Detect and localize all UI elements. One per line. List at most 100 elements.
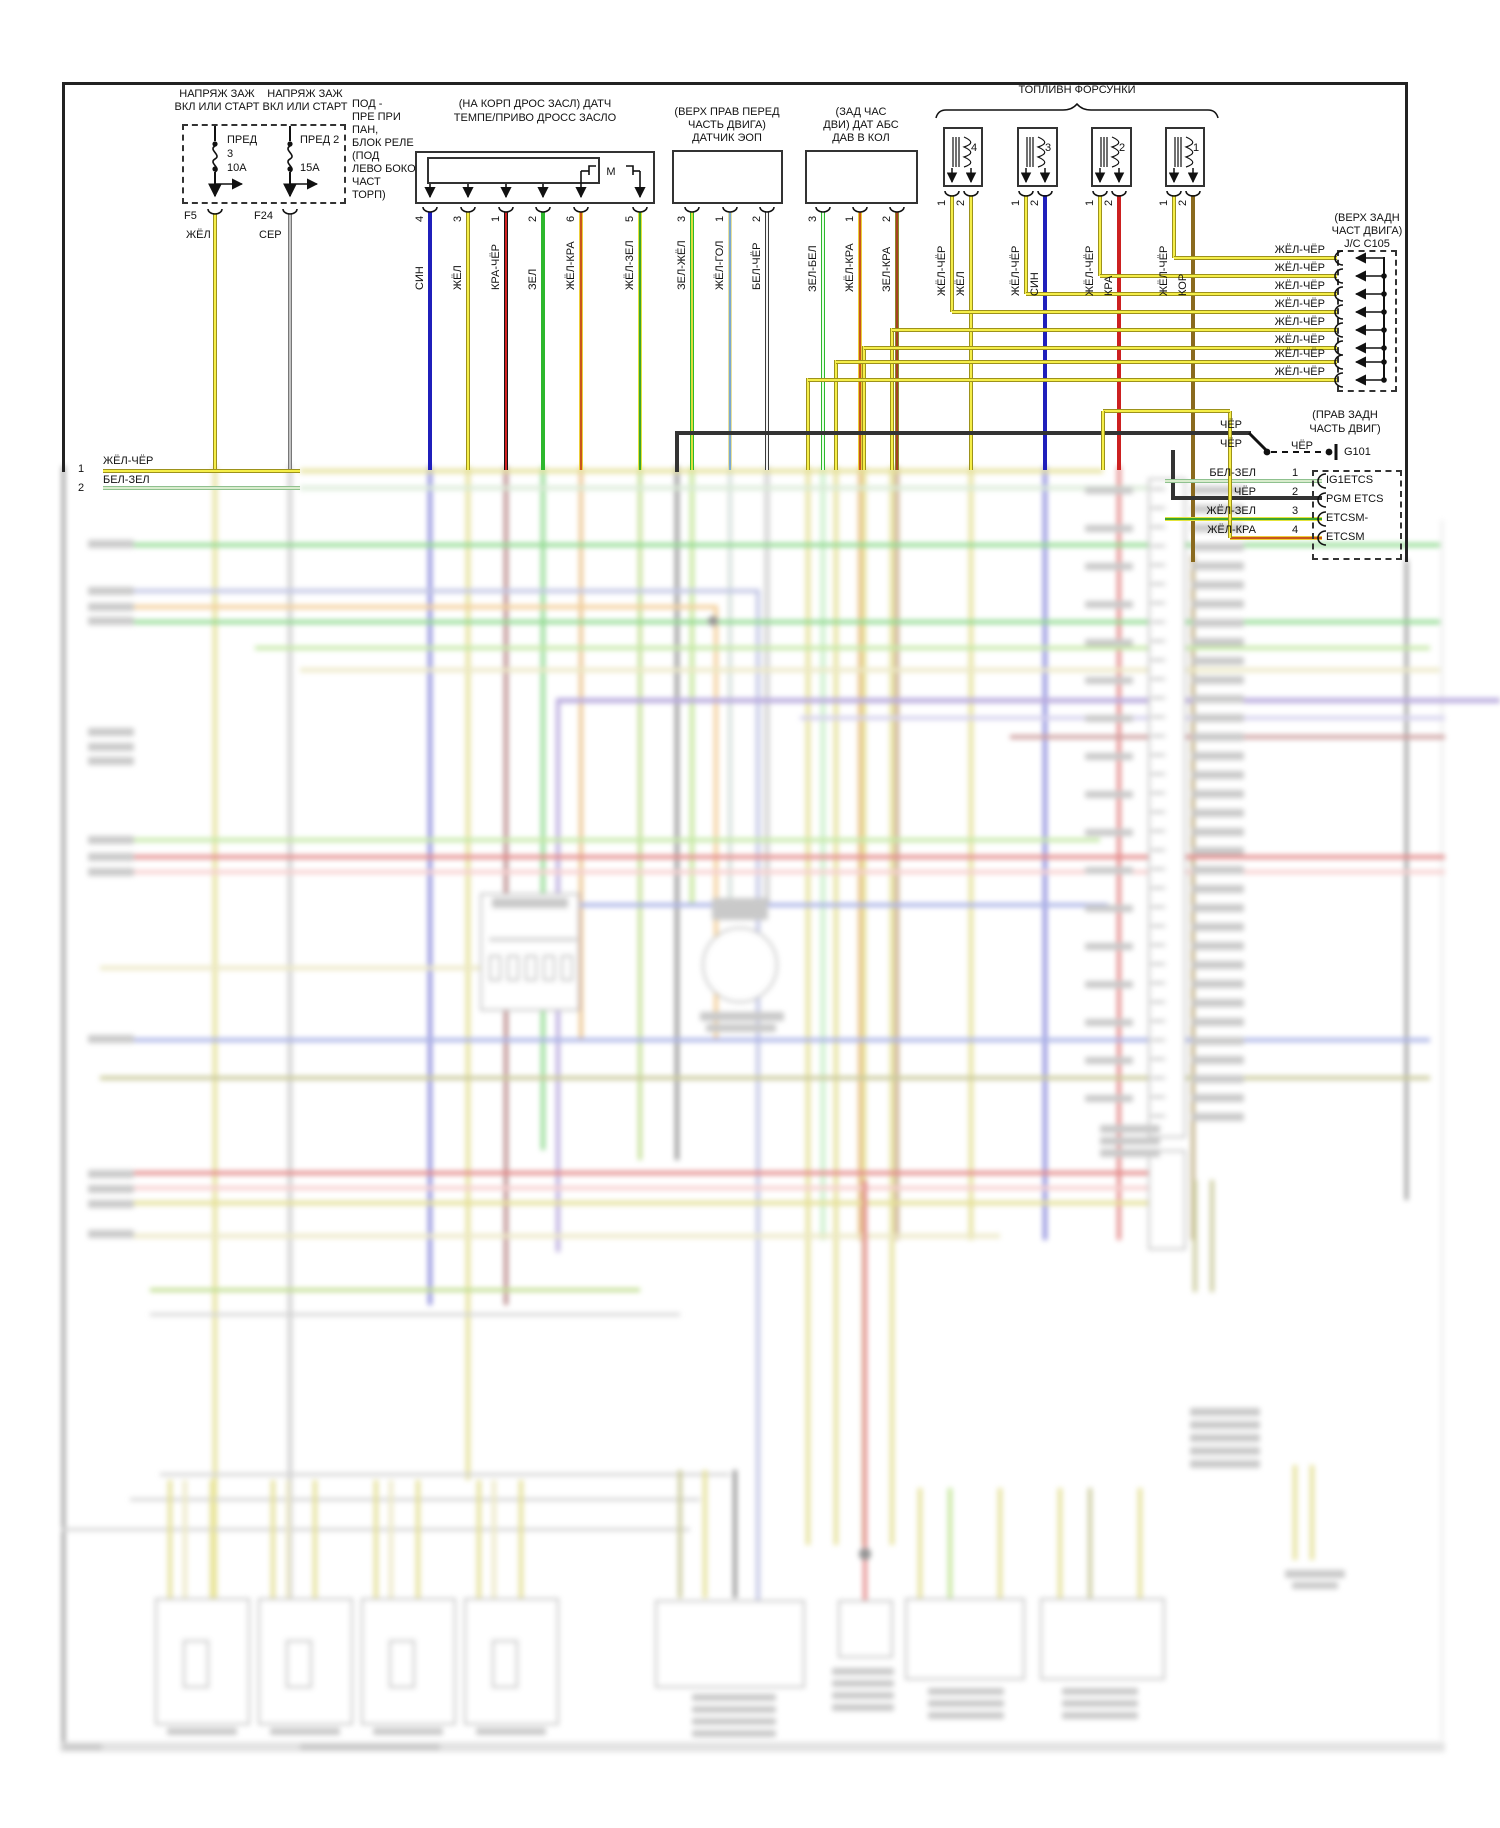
blurred-shape: [271, 1480, 275, 1598]
eop-pin-1: 1: [714, 215, 726, 222]
ecu-wire-belzel: БЕЛ-ЗЕЛ: [1209, 467, 1256, 479]
blurred-shape: [1151, 982, 1165, 984]
wire-segment: [1174, 256, 1337, 260]
blurred-text: [1085, 601, 1133, 608]
blurred-shape: [155, 1598, 250, 1725]
blurred-text: [1190, 1434, 1260, 1442]
throttle-wire-krachyor: КРА-ЧЁР: [490, 243, 502, 290]
blurred-shape: [477, 1480, 481, 1598]
blurred-shape: [1058, 1488, 1062, 1598]
fuse2-name: ПРЕД 2: [300, 134, 340, 146]
blurred-shape: [703, 1470, 707, 1598]
ground-wire3-label: ЧЁР: [1290, 440, 1313, 452]
blurred-shape: [213, 466, 217, 1600]
blurred-text: [1085, 563, 1133, 570]
blurred-shape: [1148, 478, 1186, 1138]
abs-wire-zhelkra: ЖЁЛ-КРА: [844, 243, 856, 292]
f5-wire-color: ЖЁЛ: [186, 229, 211, 241]
blurred-shape: [300, 668, 1440, 672]
blurred-shape: [1151, 602, 1165, 604]
blurred-text: [1085, 1057, 1133, 1064]
blurred-shape: [100, 855, 1445, 859]
blurred-text: [1192, 1056, 1244, 1064]
blurred-text: [1062, 1688, 1138, 1695]
blurred-shape: [1151, 697, 1165, 699]
blurred-shape: [1151, 887, 1165, 889]
blurred-shape: [678, 1470, 682, 1598]
eop-title-line2: ЧАСТЬ ДВИГА): [688, 119, 766, 131]
motor-label: M: [606, 166, 616, 178]
blurred-shape: [1151, 906, 1165, 908]
blurred-shape: [525, 955, 537, 981]
wire-segment: [103, 469, 300, 473]
blurred-text: [1192, 771, 1244, 779]
inj4-pin2: 2: [955, 199, 967, 206]
blurred-shape: [150, 1288, 640, 1292]
blurred-shape: [1151, 1001, 1165, 1003]
blurred-shape: [1151, 583, 1165, 585]
blurred-shape: [210, 1480, 214, 1598]
blurred-text: [88, 1170, 134, 1178]
blurred-text: [1085, 867, 1133, 874]
blurred-text: [1285, 1570, 1345, 1578]
blurred-shape: [288, 466, 292, 1600]
wire-segment: [103, 486, 300, 490]
blurred-text: [88, 603, 134, 611]
abs-pin-2: 2: [881, 215, 893, 222]
blurred-shape: [110, 605, 718, 609]
inj4-wire1: ЖЁЛ-ЧЁР: [936, 245, 948, 296]
wire-segment: [862, 346, 866, 470]
blurred-shape: [821, 466, 825, 1240]
injector-2-box: [1091, 127, 1132, 187]
wire-segment: [288, 213, 292, 470]
blurred-shape: [1151, 1020, 1165, 1022]
wire-segment: [1165, 479, 1322, 483]
inj4-wire2: ЖЁЛ: [955, 271, 967, 296]
abs-title-line2: ДВИ) ДАТ АБС: [823, 119, 899, 131]
throttle-inner-connector: [427, 157, 600, 184]
blurred-text: [270, 1728, 340, 1735]
blurred-shape: [168, 1480, 172, 1598]
blurred-shape: [806, 466, 810, 1545]
blurred-shape: [428, 466, 432, 1305]
blurred-text: [88, 1035, 134, 1043]
blurred-shape: [507, 955, 519, 981]
blurred-shape: [1040, 1598, 1165, 1680]
blurred-text: [832, 1680, 894, 1687]
blurred-text: [1192, 923, 1244, 931]
blurred-shape: [313, 1480, 317, 1598]
wire-segment: [1101, 411, 1105, 470]
wire-segment: [892, 328, 1337, 332]
blurred-shape: [1138, 1488, 1142, 1598]
inj3-pin2: 2: [1029, 199, 1041, 206]
blurred-text: [88, 1230, 134, 1238]
wire-segment: [950, 195, 954, 312]
jc-row-label: ЖЁЛ-ЧЁР: [1274, 262, 1325, 274]
connector-f5: F5: [184, 210, 197, 222]
blurred-text: [928, 1688, 1004, 1695]
blurred-text: [1192, 980, 1244, 988]
inj3-pin1: 1: [1010, 199, 1022, 206]
blurred-shape: [948, 1488, 952, 1598]
blurred-shape: [702, 927, 778, 1003]
blurred-shape: [1151, 545, 1165, 547]
inj2-wire1: ЖЁЛ-ЧЁР: [1084, 245, 1096, 296]
blurred-text: [1192, 1037, 1244, 1045]
blurred-shape: [504, 466, 508, 1305]
ground-loc-line1: (ПРАВ ЗАДН: [1312, 409, 1378, 421]
wire-segment: [806, 378, 810, 470]
blurred-text: [832, 1692, 894, 1699]
blurred-text: [832, 1704, 894, 1711]
eop-pin-3: 3: [676, 215, 688, 222]
blurred-text: [1192, 942, 1244, 950]
blurred-text: [928, 1700, 1004, 1707]
blurred-shape: [130, 1498, 700, 1501]
wire-segment: [579, 212, 583, 470]
blurred-text: [1085, 981, 1133, 988]
blurred-shape: [1310, 1465, 1314, 1560]
blurred-text: [1100, 1137, 1160, 1145]
blurred-shape: [905, 1598, 1025, 1680]
abs-pin-3: 3: [807, 215, 819, 222]
blurred-shape: [389, 1480, 393, 1598]
eop-title-line3: ДАТЧИК ЭОП: [692, 132, 762, 144]
